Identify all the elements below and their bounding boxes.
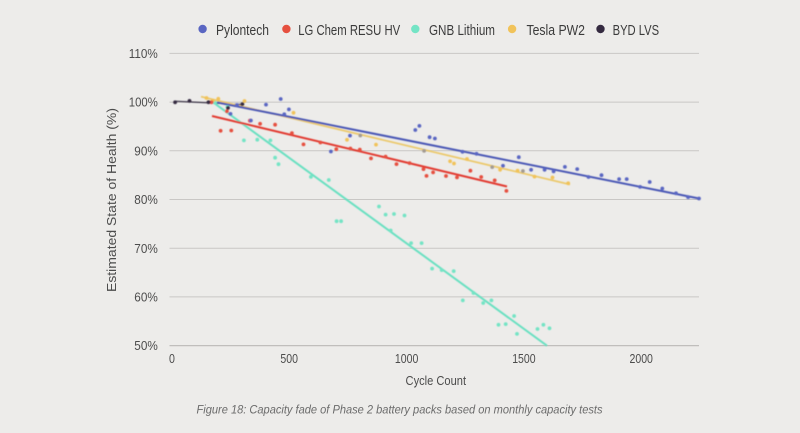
svg-text:Cycle Count: Cycle Count: [406, 373, 467, 388]
svg-text:Tesla PW2: Tesla PW2: [527, 23, 586, 39]
svg-text:0: 0: [169, 351, 175, 366]
svg-text:80%: 80%: [134, 192, 158, 207]
svg-text:90%: 90%: [134, 143, 158, 158]
svg-text:2000: 2000: [630, 351, 653, 366]
svg-text:BYD LVS: BYD LVS: [613, 23, 660, 39]
svg-text:Pylontech: Pylontech: [216, 23, 269, 39]
svg-text:500: 500: [280, 351, 298, 366]
svg-text:50%: 50%: [134, 338, 158, 353]
svg-text:Figure 18: Capacity fade of Ph: Figure 18: Capacity fade of Phase 2 batt…: [197, 403, 603, 417]
svg-text:1500: 1500: [512, 351, 535, 366]
svg-text:1000: 1000: [395, 351, 418, 366]
svg-text:GNB Lithium: GNB Lithium: [429, 23, 495, 39]
svg-text:110%: 110%: [129, 46, 158, 61]
svg-text:LG Chem RESU HV: LG Chem RESU HV: [298, 23, 400, 39]
svg-text:70%: 70%: [134, 241, 158, 256]
svg-text:100%: 100%: [129, 95, 158, 110]
svg-text:Estimated State of Health (%): Estimated State of Health (%): [104, 108, 119, 292]
svg-text:60%: 60%: [134, 290, 158, 305]
